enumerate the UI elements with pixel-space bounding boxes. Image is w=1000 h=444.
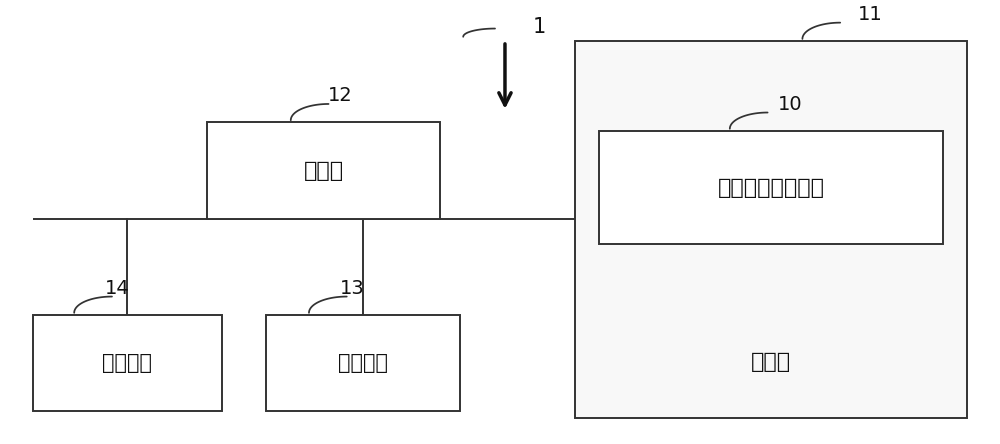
- Text: 13: 13: [340, 279, 365, 298]
- Text: 12: 12: [328, 86, 353, 105]
- Bar: [599, 131, 943, 244]
- Bar: [266, 315, 460, 411]
- Text: 网络舆情监控程序: 网络舆情监控程序: [717, 178, 824, 198]
- Bar: [207, 123, 440, 218]
- Text: 网络接口: 网络接口: [338, 353, 388, 373]
- Text: 存储器: 存储器: [751, 352, 791, 372]
- Text: 10: 10: [778, 95, 802, 114]
- Text: 处理器: 处理器: [303, 161, 344, 181]
- Text: 14: 14: [104, 279, 129, 298]
- Text: 通信总线: 通信总线: [102, 353, 152, 373]
- Bar: [575, 41, 967, 418]
- Text: 11: 11: [857, 5, 882, 24]
- Bar: [33, 315, 222, 411]
- Text: 1: 1: [533, 17, 546, 37]
